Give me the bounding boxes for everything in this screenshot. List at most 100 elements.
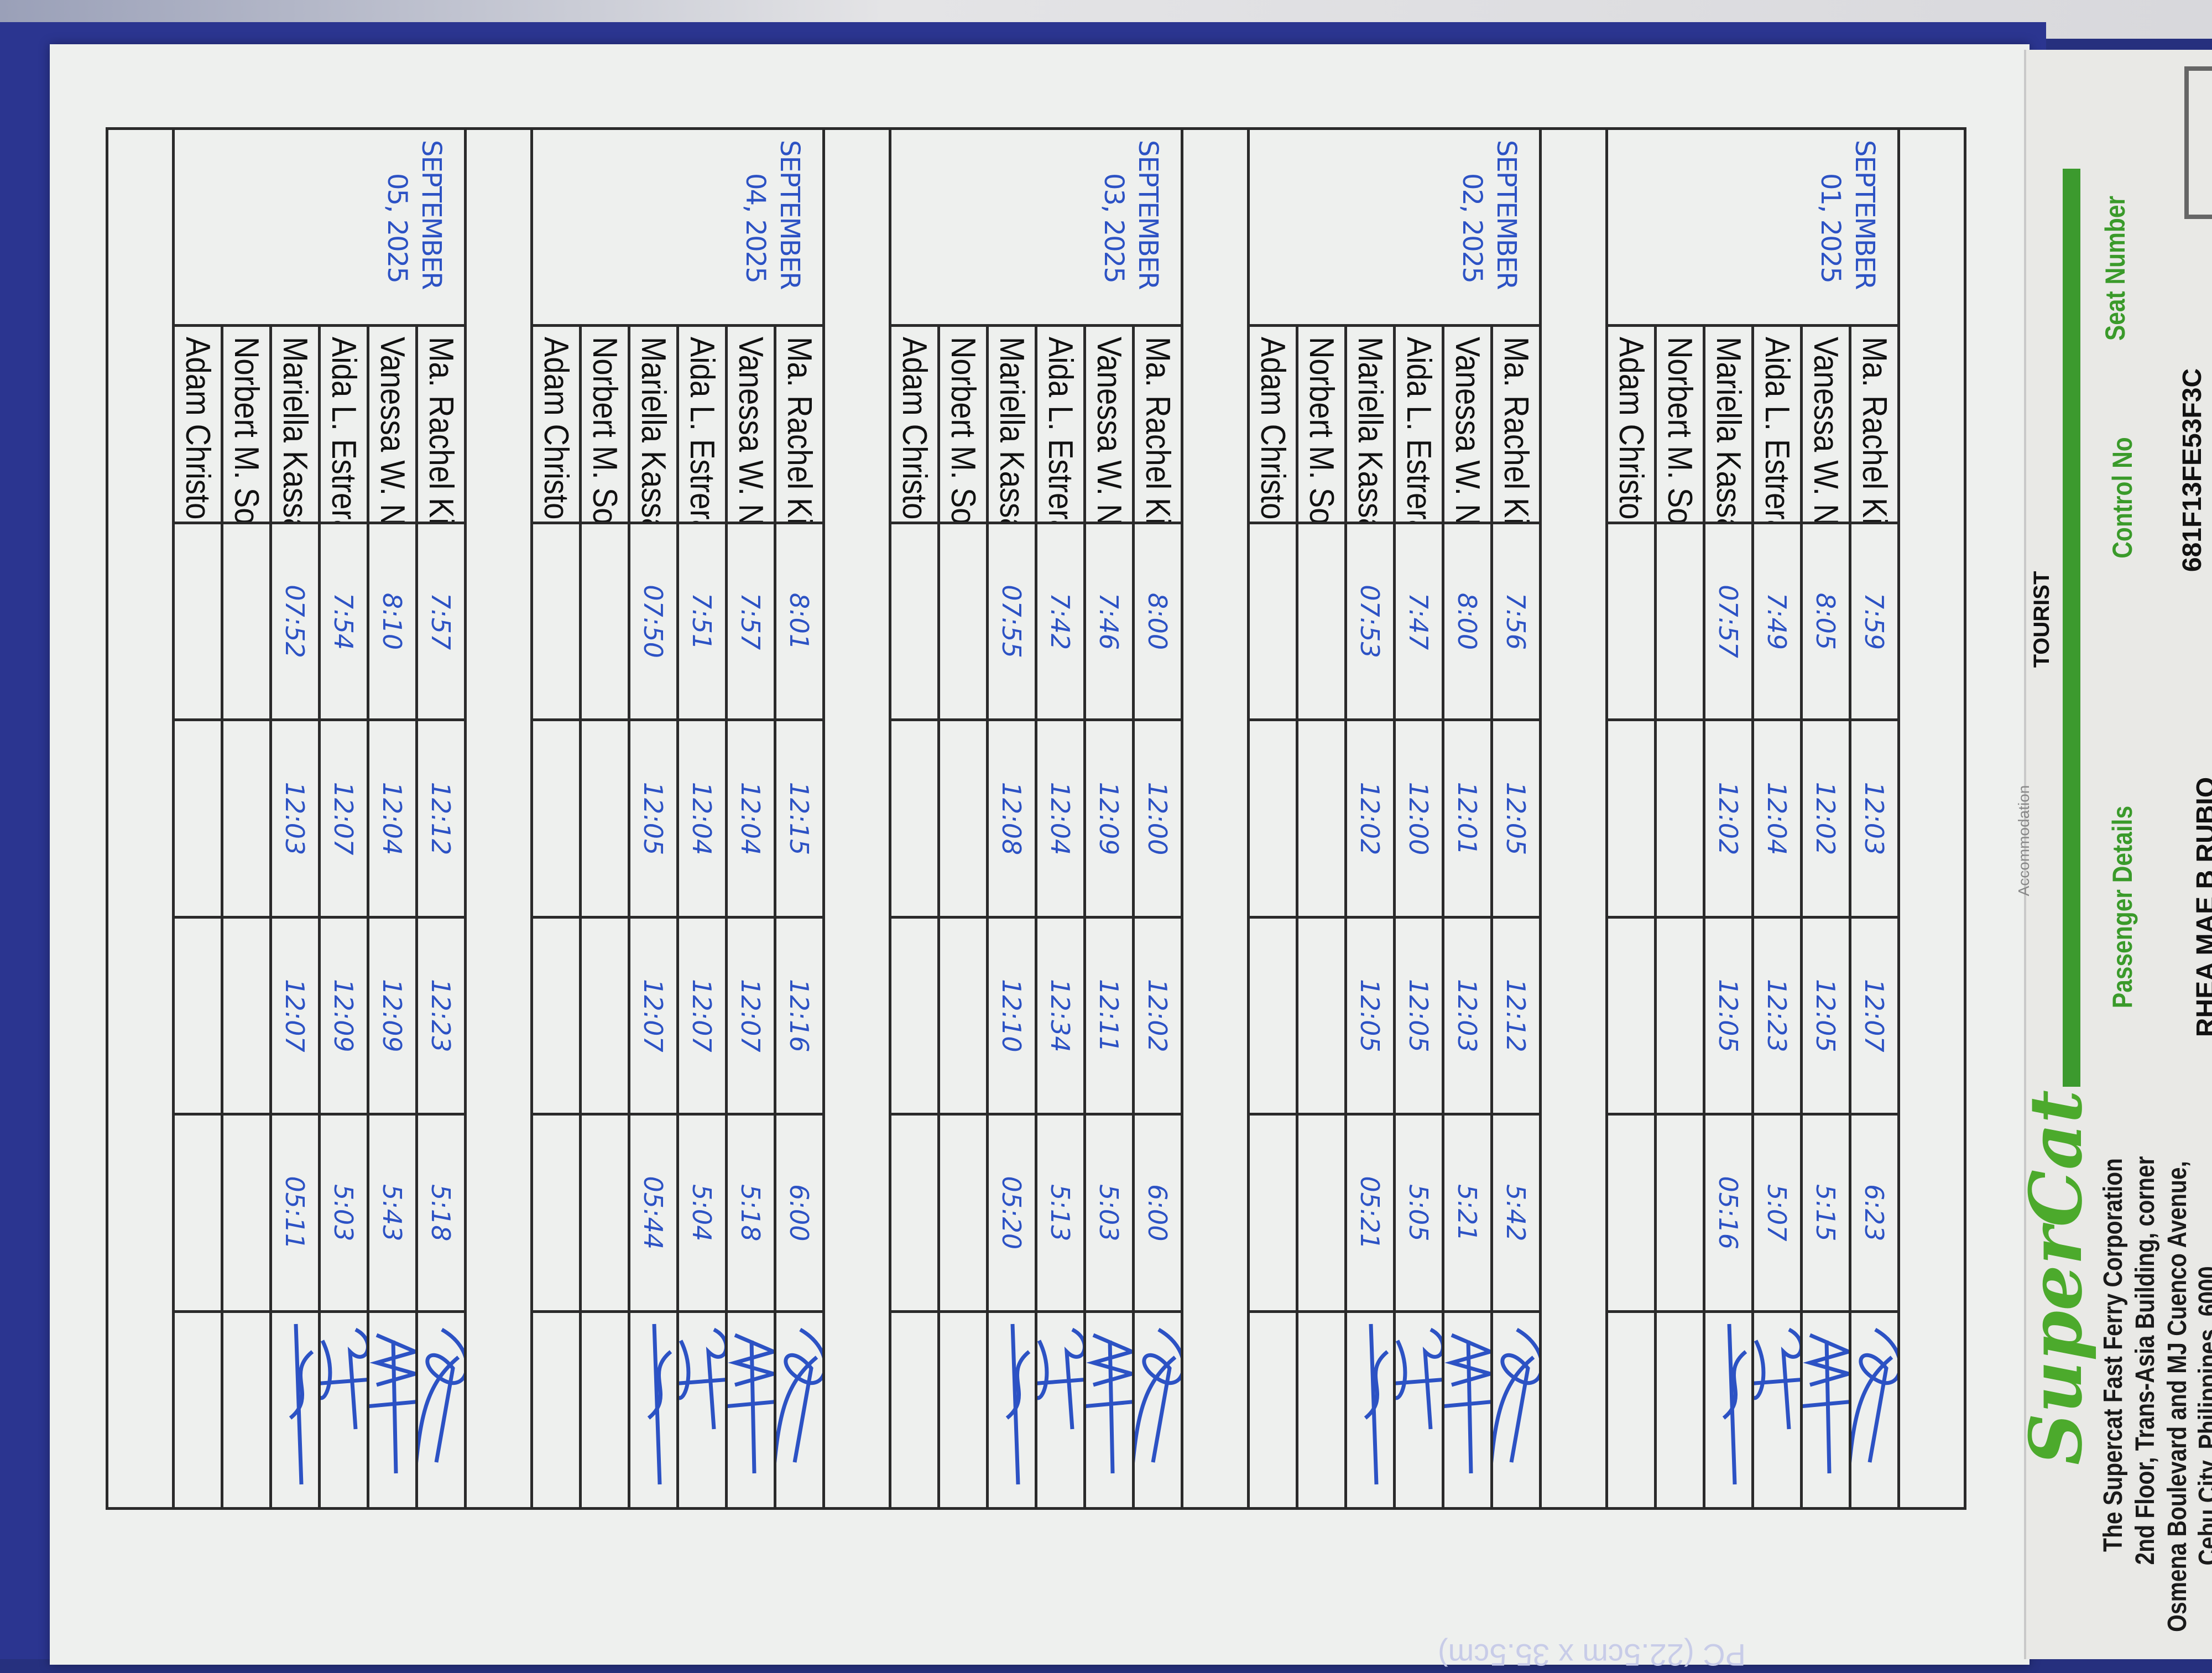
time-out-am	[580, 720, 629, 918]
clipboard-size-note: PC (22.5cm x 35.5cm)	[1438, 1638, 1746, 1672]
table-row: Aida L. Estrera 7:54 12:07 12:09 5:03	[319, 129, 368, 1509]
name-cell: Ma. Rachel Kim L. Aure	[1133, 325, 1182, 523]
table-row: Aida L. Estrera 7:42 12:04 12:34 5:13	[1036, 129, 1085, 1509]
signature-stroke	[1752, 1327, 1802, 1429]
name-cell: Mariella Kassandra C. Santianez	[1345, 325, 1395, 523]
date-month: SEPTEMBER	[1849, 140, 1880, 289]
ferry-ticket-booklet	[2024, 50, 2212, 1659]
time-in-am: 7:46	[1084, 523, 1134, 720]
signature-cell	[1606, 1311, 1656, 1509]
signature-stroke	[1133, 1327, 1182, 1484]
table-row: Vanessa W. Nazal 7:57 12:04 12:07 5:18	[726, 129, 775, 1509]
date-cell: SEPTEMBER 01, 2025	[1606, 128, 1899, 326]
signature-cell	[775, 1311, 824, 1509]
employee-name: Norbert M. Son	[1661, 337, 1699, 523]
table-row: Aida L. Estrera 7:49 12:04 12:23 5:07	[1752, 129, 1802, 1509]
signature-cell	[987, 1311, 1036, 1509]
table-row: Mariella Kassandra C. Santianez07:5512:0…	[987, 129, 1036, 1509]
time-out-pm: 5:43	[368, 1114, 417, 1312]
spacer-row	[1540, 128, 1607, 1509]
time-in-am: 7:49	[1752, 523, 1802, 720]
employee-name: Aida L. Estrera	[325, 337, 363, 523]
employee-name: Vanessa W. Nazal	[1448, 337, 1486, 523]
time-out-am	[1606, 720, 1656, 918]
date-cell: SEPTEMBER 05, 2025	[173, 128, 466, 326]
name-cell: Norbert M. Son	[1655, 325, 1704, 523]
time-in-pm	[580, 917, 629, 1114]
date-cell: SEPTEMBER 04, 2025	[531, 128, 824, 326]
time-in-am: 07:52	[270, 523, 320, 720]
signature-stroke	[1005, 1323, 1031, 1484]
time-out-am: 12:00	[1133, 720, 1182, 918]
signature-mark	[775, 1327, 824, 1484]
signature-stroke	[416, 1327, 466, 1484]
name-cell: Vanessa W. Nazal	[1443, 325, 1492, 523]
time-out-pm	[1655, 1114, 1704, 1312]
name-cell: Aida L. Estrera	[1394, 325, 1443, 523]
time-in-am	[890, 523, 939, 720]
time-in-am	[173, 523, 222, 720]
time-out-pm	[890, 1114, 939, 1312]
table-row: Mariella Kassandra C. Santianez07:5012:0…	[629, 129, 678, 1509]
time-out-pm: 05:21	[1345, 1114, 1395, 1312]
address-line-1: 2nd Floor, Trans-Asia Building, corner	[2131, 1156, 2160, 1565]
employee-name: Norbert M. Son	[227, 337, 265, 523]
signature-stroke	[1850, 1327, 1899, 1484]
time-in-pm: 12:05	[1345, 917, 1395, 1114]
signature-mark	[416, 1327, 466, 1484]
signature-mark	[289, 1323, 314, 1484]
signature-stroke	[1036, 1327, 1085, 1429]
time-out-am: 12:07	[319, 720, 368, 918]
time-out-pm: 5:18	[416, 1114, 466, 1312]
name-cell: Norbert M. Son	[938, 325, 988, 523]
signature-stroke	[1722, 1323, 1747, 1484]
name-cell: Adam Christopher A. Payot	[1248, 325, 1297, 523]
spacer-cell	[1540, 128, 1607, 1509]
time-in-am	[938, 523, 988, 720]
signature-mark	[368, 1333, 417, 1473]
name-cell: Ma. Rachel Kim L. Aure	[775, 325, 824, 523]
time-in-pm: 12:07	[726, 917, 775, 1114]
time-out-pm: 5:04	[677, 1114, 727, 1312]
signature-cell	[1443, 1311, 1492, 1509]
name-cell: Norbert M. Son	[580, 325, 629, 523]
signature-mark	[1752, 1327, 1802, 1429]
date-day: 02, 2025	[1457, 173, 1488, 283]
signature-cell	[1084, 1311, 1134, 1509]
ticket-green-bar	[2063, 169, 2080, 1087]
spacer-cell	[1898, 128, 1965, 1509]
table-row: SEPTEMBER 05, 2025 Ma. Rachel Kim L. Aure 7…	[173, 128, 466, 1509]
table-row: SEPTEMBER 03, 2025 Ma. Rachel Kim L. Aure 8…	[890, 128, 1182, 1509]
time-out-am: 12:04	[677, 720, 727, 918]
time-in-pm	[1655, 917, 1704, 1114]
name-cell: Adam Christopher A. Payot	[890, 325, 939, 523]
control-no-value: 681F13FE53F3C	[2178, 368, 2207, 572]
date-month: SEPTEMBER	[1133, 140, 1164, 289]
signature-mark	[1036, 1327, 1085, 1429]
time-out-pm	[938, 1114, 988, 1312]
employee-name: Mariella Kassandra C. Santianez	[634, 337, 673, 523]
time-out-am: 12:12	[416, 720, 466, 918]
attendance-table: SEPTEMBER 01, 2025 Ma. Rachel Kim L. Aure 7…	[106, 127, 1966, 1510]
employee-name: Mariella Kassandra C. Santianez	[1709, 337, 1748, 523]
time-in-am: 8:05	[1801, 523, 1850, 720]
spacer-cell	[107, 128, 174, 1509]
name-cell: Mariella Kassandra C. Santianez	[629, 325, 678, 523]
employee-name: Mariella Kassandra C. Santianez	[992, 337, 1031, 523]
table-row: Vanessa W. Nazal 8:05 12:02 12:05 5:15	[1801, 129, 1850, 1509]
time-out-am: 12:01	[1443, 720, 1492, 918]
time-out-pm: 5:42	[1491, 1114, 1541, 1312]
time-in-am: 7:57	[416, 523, 466, 720]
table-row: Norbert M. Son	[1297, 129, 1346, 1509]
signature-cell	[1655, 1311, 1704, 1509]
time-in-pm: 12:34	[1036, 917, 1085, 1114]
time-in-am: 8:00	[1443, 523, 1492, 720]
date-cell: SEPTEMBER 02, 2025	[1248, 128, 1541, 326]
time-out-pm	[1248, 1114, 1297, 1312]
signature-cell	[1752, 1311, 1802, 1509]
name-cell: Ma. Rachel Kim L. Aure	[1491, 325, 1541, 523]
time-in-pm	[1248, 917, 1297, 1114]
signature-mark	[726, 1333, 775, 1473]
time-out-am: 12:04	[726, 720, 775, 918]
time-out-am	[938, 720, 988, 918]
